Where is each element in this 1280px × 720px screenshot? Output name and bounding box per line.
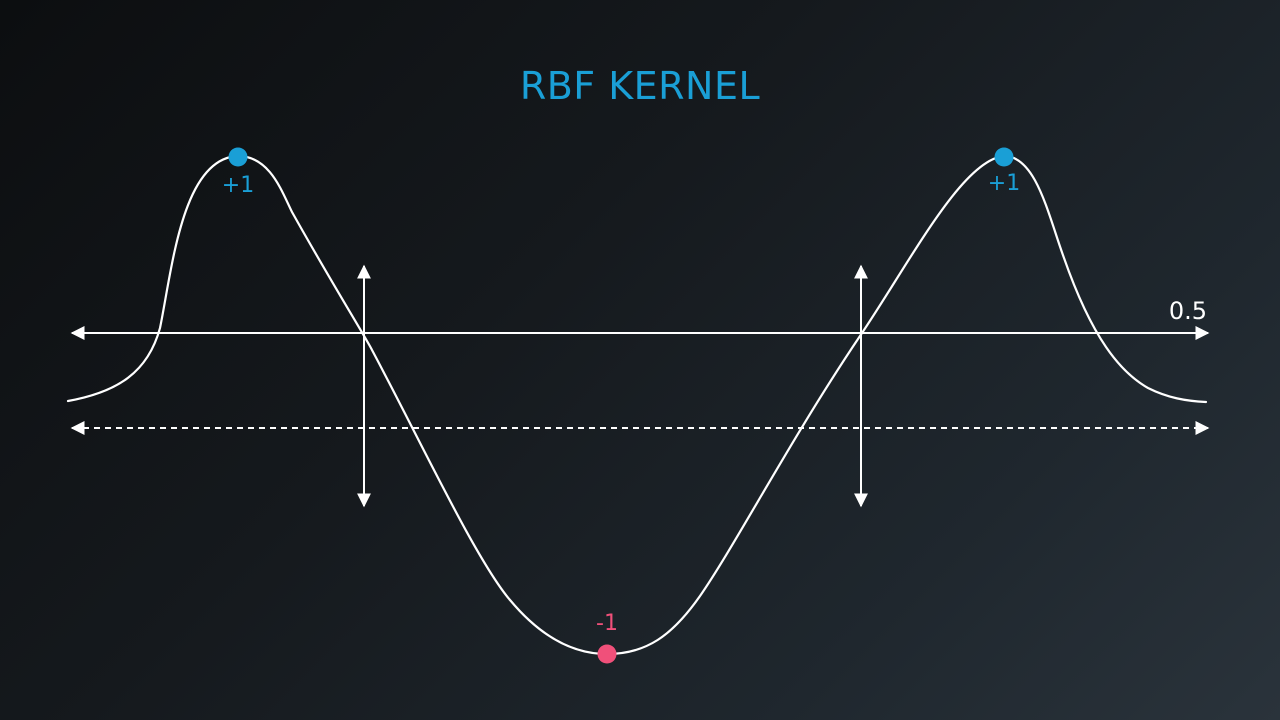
positive-point-right bbox=[994, 147, 1014, 167]
negative-point-bottom-label: -1 bbox=[596, 611, 618, 636]
diagram-title: RBF KERNEL bbox=[519, 64, 761, 108]
positive-point-left bbox=[228, 147, 248, 167]
kernel-curve bbox=[66, 154, 1208, 656]
positive-point-right-label: +1 bbox=[988, 171, 1020, 196]
threshold-label: 0.5 bbox=[1169, 297, 1207, 325]
negative-point-bottom bbox=[597, 644, 617, 664]
positive-point-left-label: +1 bbox=[222, 173, 254, 198]
